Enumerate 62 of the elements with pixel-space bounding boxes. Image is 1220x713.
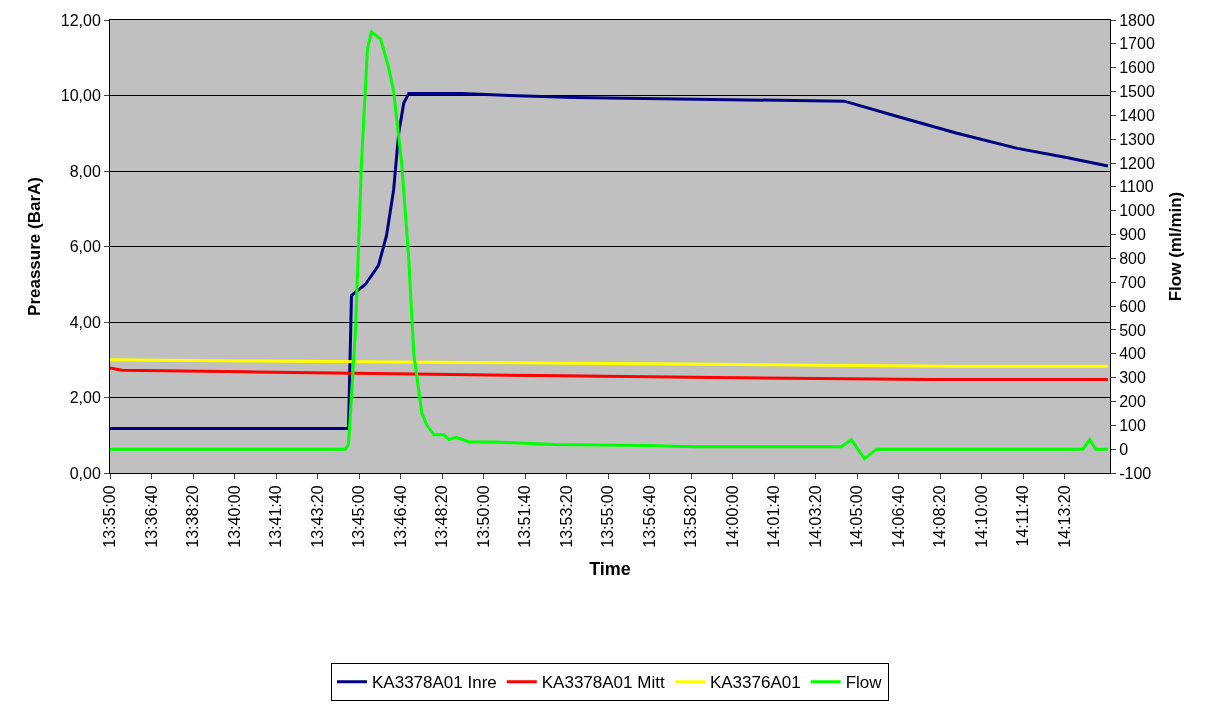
x-tick-label: 14:08:20: [931, 485, 949, 548]
y-tick-label: 2,00: [69, 389, 101, 407]
x-tick-label: 13:56:40: [640, 485, 658, 548]
legend-label: KA3376A01: [709, 673, 801, 693]
y2-tick-label: 1500: [1119, 83, 1155, 101]
y2-tick-label: 1300: [1119, 130, 1155, 148]
line-series: [110, 92, 1110, 430]
y2-tick-label: 900: [1119, 226, 1146, 244]
y-tick-label: 8,00: [69, 162, 101, 180]
y2-tick-label: 1000: [1119, 202, 1155, 220]
line-series: [110, 366, 1110, 381]
x-tick-label: 14:06:40: [889, 485, 907, 548]
y2-tick-label: 500: [1119, 321, 1146, 339]
y-tick-label: 0,00: [69, 464, 101, 482]
y2-tick-label: 200: [1119, 393, 1146, 411]
y2-tick-label: 0: [1119, 440, 1129, 458]
x-tick-label: 13:41:40: [267, 485, 285, 548]
legend-label: Flow: [845, 673, 883, 693]
y2-tick-label: 1600: [1119, 59, 1155, 77]
y2-tick-label: 600: [1119, 297, 1146, 315]
x-axis-title: Time: [589, 558, 631, 579]
x-tick-label: 13:35:00: [101, 485, 119, 548]
y2-tick-label: 1800: [1119, 11, 1155, 29]
x-tick-label: 14:05:00: [848, 485, 866, 548]
y2-tick-label: 1200: [1119, 154, 1155, 172]
x-tick-label: 14:00:00: [723, 485, 741, 548]
x-tick-label: 13:50:00: [474, 485, 492, 548]
y2-tick-label: 300: [1119, 369, 1146, 387]
y2-axis-title: Flow (ml/min): [1166, 191, 1186, 302]
y2-tick-label: 100: [1119, 416, 1146, 434]
x-tick-label: 13:51:40: [516, 485, 534, 548]
y-axis-title: Preassure (BarA): [25, 177, 45, 316]
x-tick-label: 13:48:20: [433, 485, 451, 548]
x-tick-label: 13:58:20: [682, 485, 700, 548]
legend-label: KA3378A01 Inre: [372, 673, 497, 693]
line-series: [110, 30, 1110, 461]
x-tick-label: 14:13:20: [1055, 485, 1073, 548]
y2-tick-label: 800: [1119, 250, 1146, 268]
y2-tick-label: 1700: [1119, 35, 1155, 53]
y2-tick-label: 1100: [1119, 178, 1154, 196]
y-tick-label: 6,00: [69, 238, 101, 256]
x-tick-label: 13:43:20: [308, 485, 326, 548]
x-tick-label: 13:40:00: [225, 485, 243, 548]
y2-tick-label: 700: [1119, 273, 1146, 291]
x-tick-label: 13:53:20: [557, 485, 575, 548]
y-tick-label: 4,00: [69, 313, 101, 331]
x-tick-label: 13:55:00: [599, 485, 617, 548]
y2-tick-label: -100: [1119, 464, 1152, 482]
y2-tick-label: 1400: [1119, 106, 1155, 124]
x-tick-label: 13:38:20: [184, 485, 202, 548]
x-tick-label: 13:45:00: [350, 485, 368, 548]
x-tick-label: 14:03:20: [806, 485, 824, 548]
x-tick-label: 13:36:40: [142, 485, 160, 548]
y-tick-label: 12,00: [60, 11, 101, 29]
legend-label: KA3378A01 Mitt: [541, 673, 665, 693]
line-series: [110, 358, 1110, 368]
y2-tick-label: 400: [1119, 345, 1146, 363]
x-tick-label: 14:01:40: [765, 485, 783, 548]
x-tick-label: 13:46:40: [391, 485, 409, 548]
x-tick-label: 14:11:40: [1014, 485, 1032, 547]
x-tick-label: 14:10:00: [972, 485, 990, 548]
y-tick-label: 10,00: [60, 87, 101, 105]
